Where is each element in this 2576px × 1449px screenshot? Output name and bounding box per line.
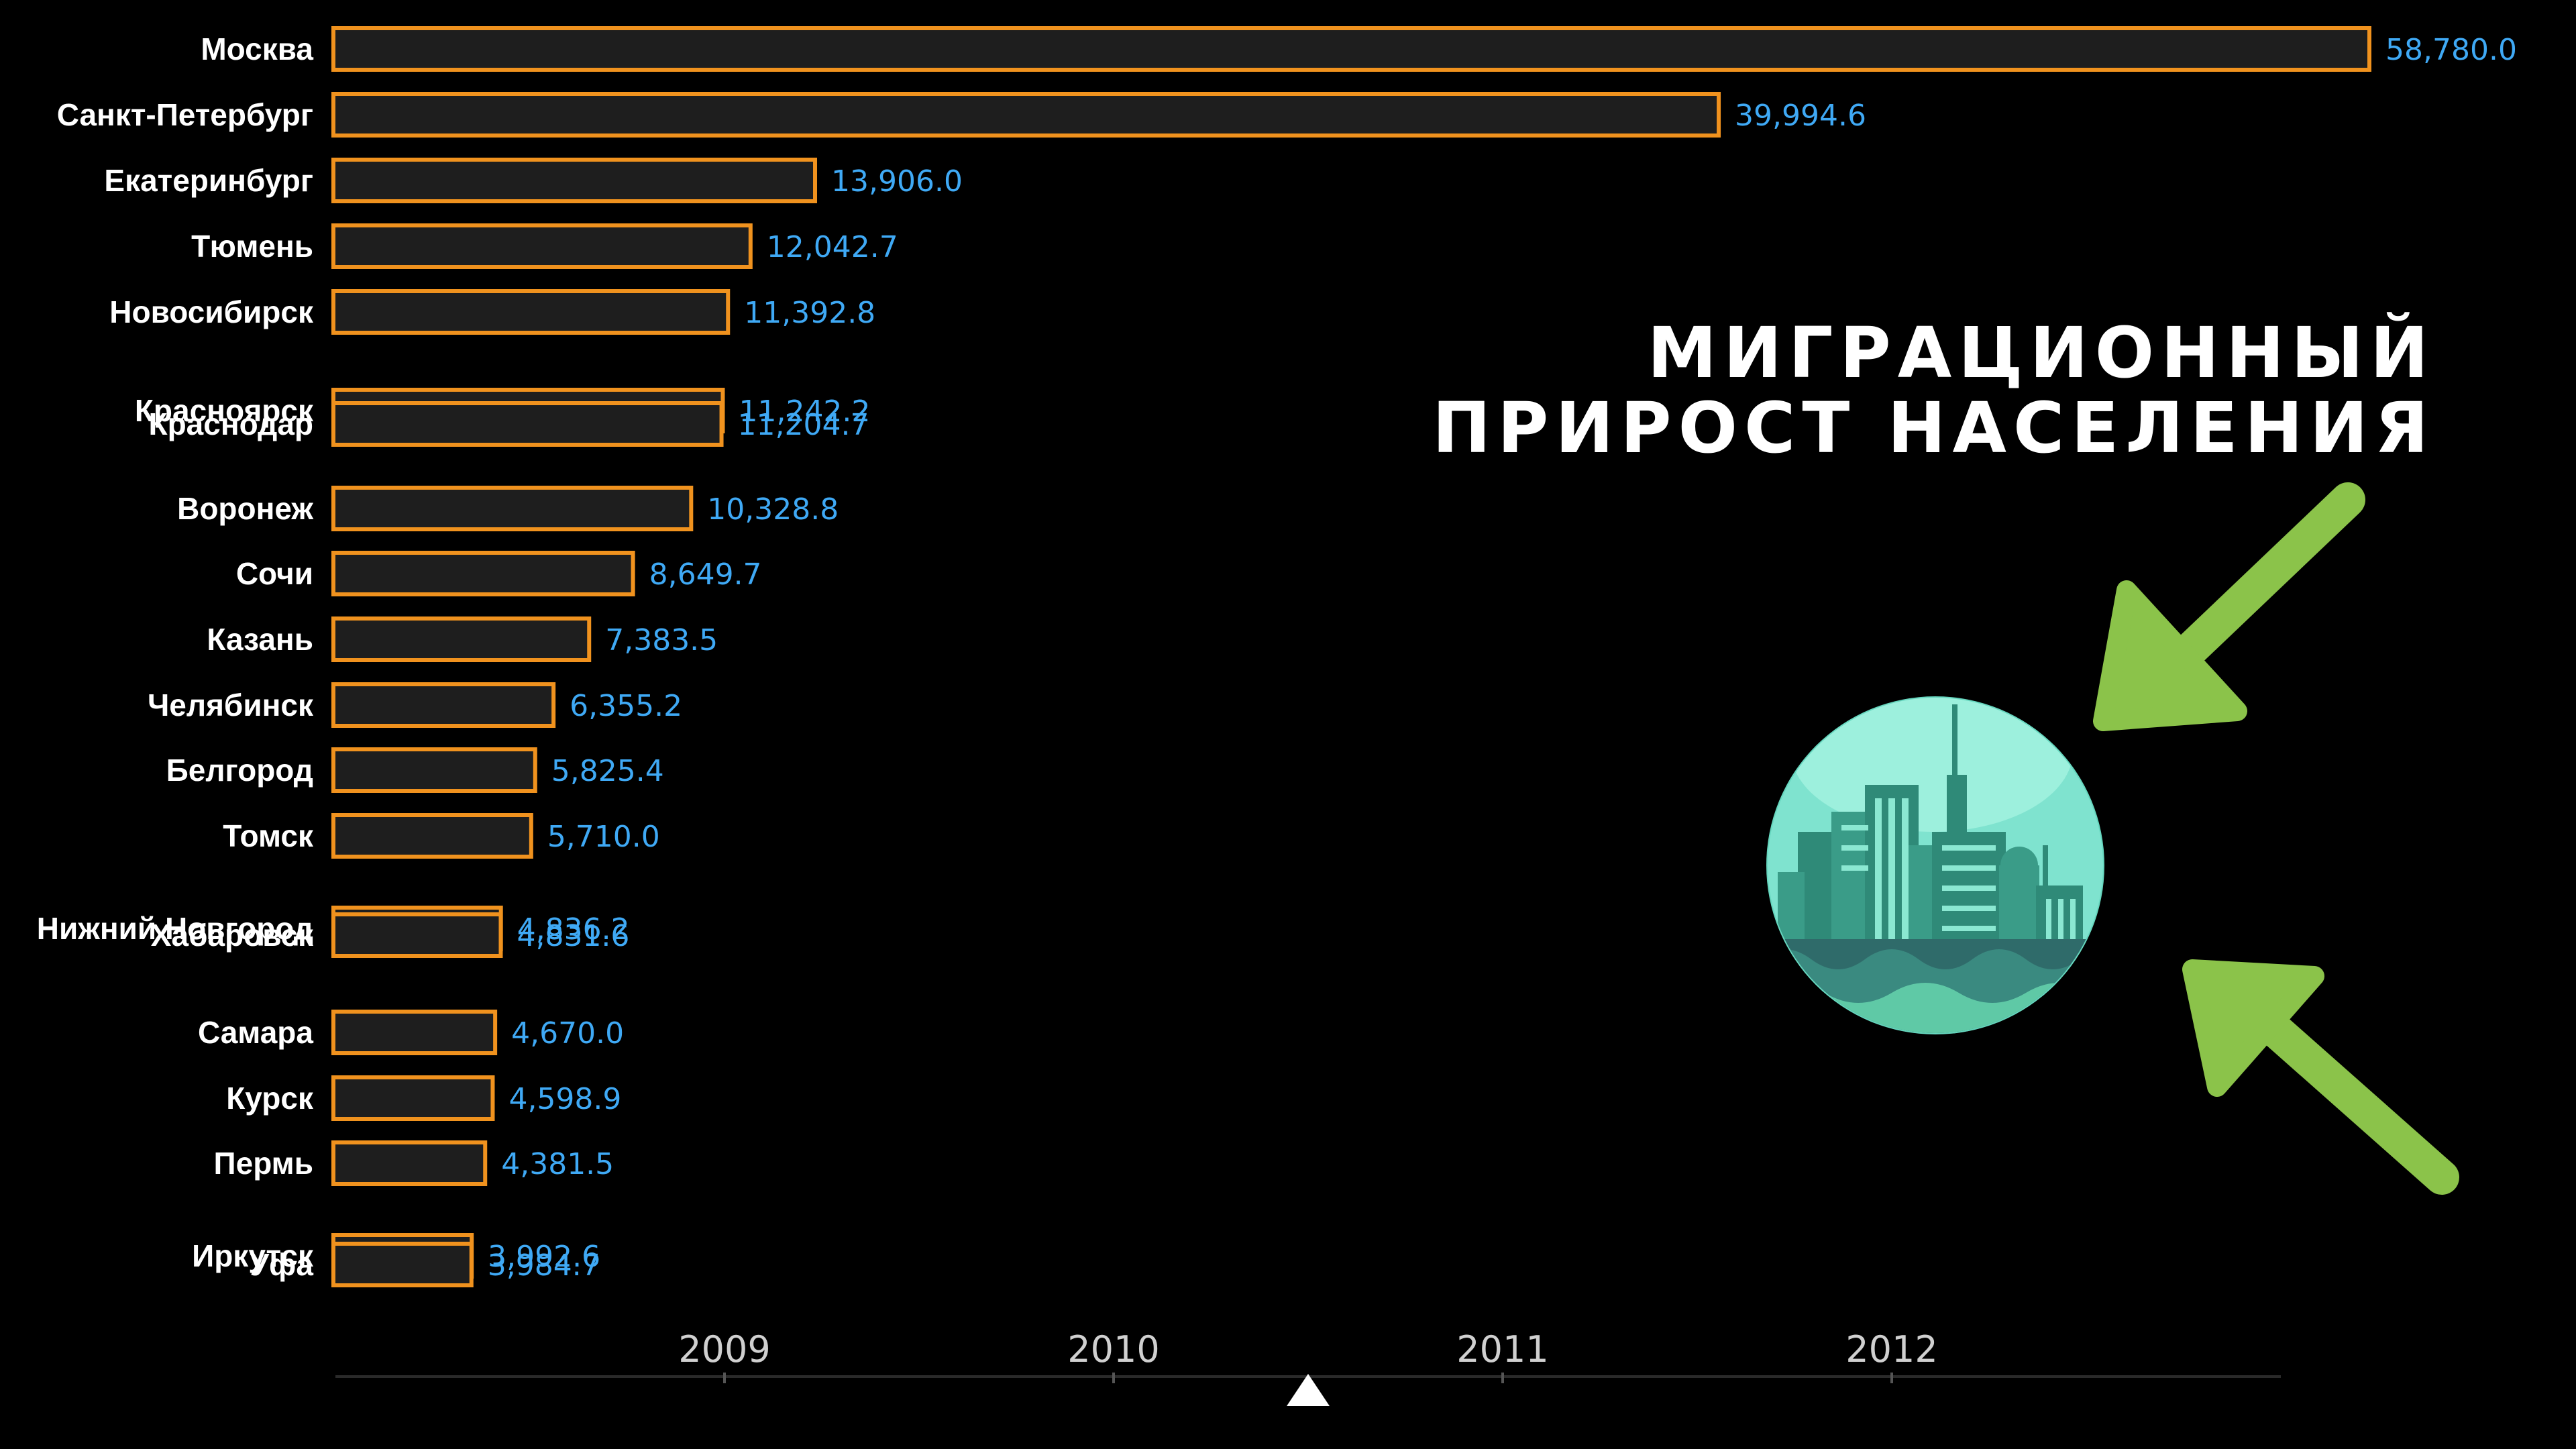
city-globe-icon <box>1766 696 2104 1034</box>
data-label: 11,204.7 <box>738 408 869 442</box>
bar <box>331 92 1721 138</box>
data-label: 39,994.6 <box>1735 99 1866 133</box>
bar-row: Пермь 4,381.5 <box>214 1140 614 1186</box>
bar-row: Санкт-Петербург 39,994.6 <box>57 92 1866 138</box>
category-label: Пермь <box>214 1146 313 1181</box>
data-label: 4,381.5 <box>501 1147 614 1181</box>
bar <box>331 747 537 793</box>
category-label: Белгород <box>166 753 313 788</box>
bar <box>331 813 533 859</box>
category-label: Уфа <box>250 1247 314 1282</box>
data-label: 8,649.7 <box>649 557 762 592</box>
bar-row: Хабаровск 4,831.6 <box>151 912 629 958</box>
bar-row: Москва 58,780.0 <box>201 26 2517 72</box>
category-label: Челябинск <box>148 688 314 722</box>
data-label: 4,831.6 <box>517 919 629 953</box>
category-label: Курск <box>226 1081 314 1116</box>
bar <box>331 223 753 269</box>
category-label: Самара <box>198 1015 313 1050</box>
bar-row: Тюмень 12,042.7 <box>191 223 898 269</box>
data-label: 6,355.2 <box>570 689 682 723</box>
bar-row: Новосибирск 11,392.8 <box>109 289 875 335</box>
bar-row: Казань 7,383.5 <box>207 616 718 662</box>
bar <box>331 912 503 958</box>
category-label: Воронеж <box>177 491 313 526</box>
category-label: Тюмень <box>191 229 313 264</box>
data-label: 11,392.8 <box>744 296 875 330</box>
bar <box>331 682 556 728</box>
timeline-year-label: 2012 <box>1845 1328 1937 1371</box>
data-label: 3,992.6 <box>488 1240 600 1274</box>
bars-layer: Москва 58,780.0 Санкт-Петербург 39,994.6 Ека… <box>37 26 2517 1287</box>
bar-row: Самара 4,670.0 <box>198 1010 624 1055</box>
category-label: Москва <box>201 32 313 66</box>
data-label: 5,710.0 <box>547 820 660 854</box>
headline-line-2: ПРИРОСТ НАСЕЛЕНИЯ <box>1432 387 2435 469</box>
bar <box>331 616 592 662</box>
bar-row: Екатеринбург 13,906.0 <box>104 158 963 203</box>
data-label: 5,825.4 <box>551 754 664 788</box>
category-label: Хабаровск <box>151 918 314 953</box>
timeline: 2009 2010 2011 2012 <box>335 1328 2281 1406</box>
data-label: 10,328.8 <box>707 492 839 527</box>
category-label: Томск <box>223 818 314 853</box>
data-label: 4,670.0 <box>511 1016 624 1051</box>
bar <box>331 1242 474 1287</box>
timeline-marker-icon <box>1287 1374 1330 1406</box>
category-label: Санкт-Петербург <box>57 97 313 132</box>
bar <box>331 1075 495 1121</box>
category-label: Нижний Новгород <box>37 911 313 946</box>
bar <box>331 158 818 203</box>
data-label: 12,042.7 <box>767 230 898 264</box>
data-label: 11,242.2 <box>739 394 870 429</box>
bar-row: Томск 5,710.0 <box>223 813 660 859</box>
bar <box>331 26 2371 72</box>
bar-row: Уфа 3,984.7 <box>250 1242 600 1287</box>
data-label: 4,598.9 <box>508 1082 621 1116</box>
bar-row: Воронеж 10,328.8 <box>177 486 839 531</box>
timeline-year-label: 2011 <box>1456 1328 1548 1371</box>
bar-row: Челябинск 6,355.2 <box>148 682 682 728</box>
category-label: Сочи <box>236 556 313 591</box>
bar <box>331 486 694 531</box>
category-label: Иркутск <box>192 1238 314 1273</box>
category-label: Новосибирск <box>109 294 314 329</box>
timeline-year-label: 2010 <box>1067 1328 1159 1371</box>
bar <box>331 401 724 447</box>
data-label: 13,906.0 <box>831 164 963 199</box>
data-label: 4,836.2 <box>517 912 630 947</box>
bar-row: Курск 4,598.9 <box>226 1075 621 1121</box>
data-label: 7,383.5 <box>605 623 718 657</box>
bar-row: Краснодар 11,204.7 <box>149 401 869 447</box>
bar-row: Сочи 8,649.7 <box>236 551 762 596</box>
headline-line-1: МИГРАЦИОННЫЙ <box>1647 312 2435 394</box>
bar <box>331 551 635 596</box>
data-label: 58,780.0 <box>2385 33 2517 67</box>
bar <box>331 1010 498 1055</box>
bar-row: Белгород 5,825.4 <box>166 747 664 793</box>
arrow-in-bottom-icon <box>2182 959 2459 1195</box>
headline: МИГРАЦИОННЫЙ ПРИРОСТ НАСЕЛЕНИЯ <box>1432 315 2435 466</box>
category-label: Казань <box>207 622 313 657</box>
category-label: Краснодар <box>149 407 314 441</box>
category-label: Екатеринбург <box>104 163 313 198</box>
category-label: Красноярск <box>135 393 314 428</box>
bar <box>331 1140 488 1186</box>
bar <box>331 289 731 335</box>
timeline-year-label: 2009 <box>678 1328 770 1371</box>
arrow-in-top-icon <box>2093 482 2365 731</box>
data-label: 3,984.7 <box>488 1248 600 1283</box>
